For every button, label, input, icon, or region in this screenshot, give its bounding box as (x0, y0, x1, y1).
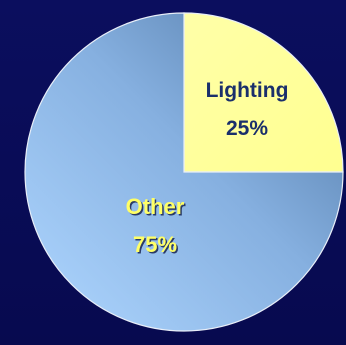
pie-label-other-value: 75% (133, 232, 177, 257)
pie-label-lighting-name: Lighting (206, 79, 289, 102)
pie-label-other-name: Other (126, 194, 185, 219)
pie-label-lighting-value: 25% (226, 117, 268, 140)
pie-label-shadow-other-value: 75% (134, 234, 178, 259)
pie-slice-lighting (183, 12, 344, 173)
pie-label-shadow-other-name: Other (127, 196, 186, 221)
pie-slice-other (24, 12, 344, 332)
